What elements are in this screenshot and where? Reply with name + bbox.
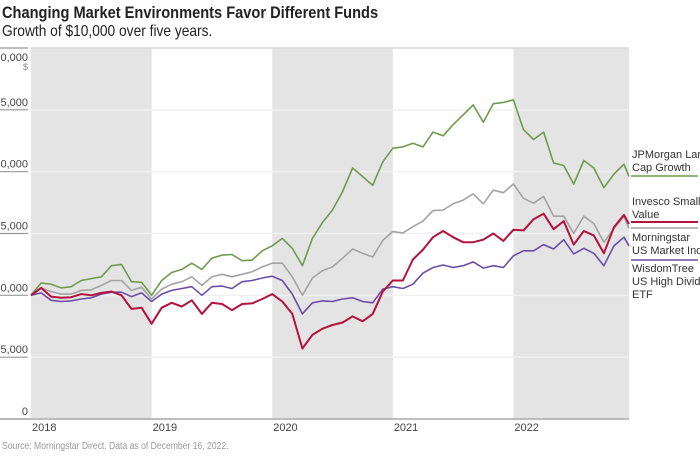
x-tick-label-2021: 2021 xyxy=(394,422,418,434)
y-axis-unit: $ xyxy=(23,62,28,72)
legend-label-4: ETF xyxy=(632,289,653,301)
x-tick-label-2018: 2018 xyxy=(32,422,56,434)
x-tick-label-2020: 2020 xyxy=(273,422,297,434)
y-tick-label: 15,000 xyxy=(0,221,28,233)
y-tick-label: 25,000 xyxy=(0,97,28,109)
y-tick-label: 30,000 xyxy=(0,52,28,64)
legend-label-4: US High Dividend xyxy=(632,276,700,288)
legend-label-2: Value xyxy=(632,209,659,221)
x-tick-label-2019: 2019 xyxy=(153,422,177,434)
series-line-1 xyxy=(30,99,630,297)
legend-label-1: Cap Growth xyxy=(632,162,691,174)
y-tick-label: 20,000 xyxy=(0,159,28,171)
y-tick-label: 10,000 xyxy=(0,282,28,294)
source-note: Source: Morningstar Direct. Data as of D… xyxy=(2,441,229,452)
x-tick-label-2022: 2022 xyxy=(514,422,538,434)
series-line-2 xyxy=(30,212,630,350)
legend-label-4: WisdomTree xyxy=(632,263,694,275)
y-tick-label: 0 xyxy=(22,406,28,418)
legend-label-3: US Market Index xyxy=(632,245,700,257)
legend-label-3: Morningstar xyxy=(632,232,690,244)
chart-subtitle: Growth of $10,000 over five years. xyxy=(2,23,213,40)
y-tick-label: 5,000 xyxy=(0,344,28,356)
series-line-4 xyxy=(30,236,630,315)
legend-label-1: JPMorgan Large xyxy=(632,149,700,161)
chart-title: Changing Market Environments Favor Diffe… xyxy=(2,3,379,22)
legend-label-2: Invesco Small Cap xyxy=(632,196,700,208)
series-line-3 xyxy=(30,183,630,300)
